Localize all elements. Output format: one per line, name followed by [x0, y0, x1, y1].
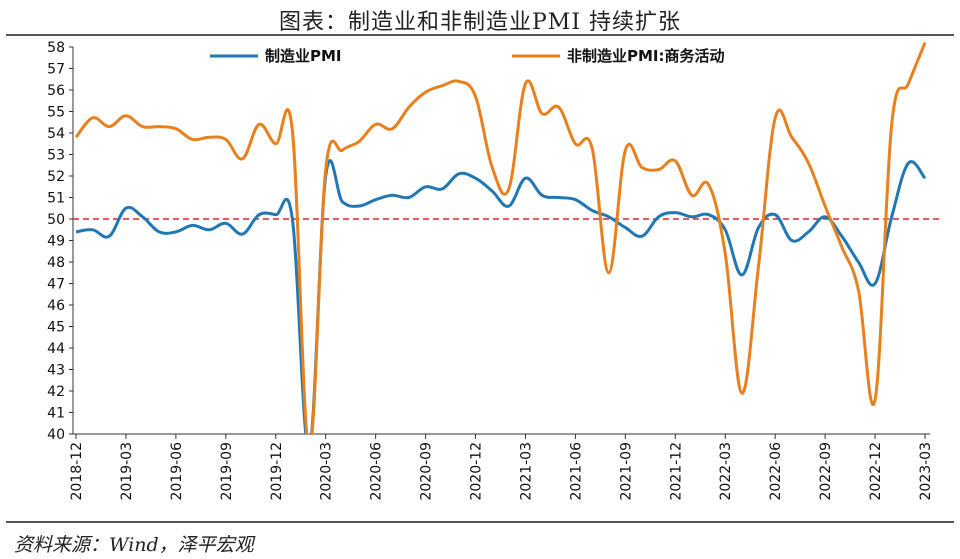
- pmi-line-chart: 40 41 42 43 44 45 46 47 48 49 50 51 52 53 54 55 56 57 58 2…: [47, 40, 942, 501]
- x-tick-label: 2020-06: [369, 442, 385, 501]
- legend: 制造业PMI 非制造业PMI:商务活动: [210, 47, 725, 65]
- bottom-rule: [6, 521, 954, 523]
- x-axis: 2018-12 2019-03 2019-06 2019-09 2019-12 2020-…: [69, 433, 934, 501]
- x-tick-label: 2022-09: [818, 442, 834, 501]
- x-tick-label: 2020-12: [469, 442, 485, 501]
- y-tick-label: 50: [47, 212, 65, 228]
- y-tick-label: 45: [47, 320, 65, 336]
- chart-title: 图表：制造业和非制造业PMI 持续扩张: [278, 10, 681, 35]
- x-tick-label: 2021-03: [518, 442, 534, 501]
- x-tick-label: 2019-06: [169, 442, 185, 501]
- x-tick-label: 2018-12: [69, 442, 85, 501]
- x-tick-label: 2020-03: [319, 442, 335, 501]
- x-tick-label: 2022-03: [718, 442, 734, 501]
- series-line-manufacturing: [75, 159, 927, 434]
- y-tick-label: 51: [47, 191, 65, 207]
- x-tick-label: 2020-09: [419, 442, 435, 501]
- y-tick-label: 47: [47, 277, 65, 293]
- y-tick-label: 46: [47, 298, 65, 314]
- x-tick-label: 2019-12: [269, 442, 285, 501]
- y-tick-label: 53: [47, 148, 65, 164]
- plot-area: [73, 42, 942, 434]
- y-tick-label: 42: [47, 384, 65, 400]
- x-tick-label: 2022-12: [868, 442, 884, 501]
- y-tick-label: 55: [47, 105, 65, 121]
- x-tick-label: 2023-03: [918, 442, 934, 501]
- legend-label-non-manufacturing: 非制造业PMI:商务活动: [567, 47, 725, 65]
- y-tick-label: 58: [47, 40, 65, 56]
- y-tick-label: 48: [47, 255, 65, 271]
- y-tick-label: 49: [47, 234, 65, 250]
- y-tick-label: 56: [47, 83, 65, 99]
- x-tick-label: 2019-09: [219, 442, 235, 501]
- series-line-non-manufacturing: [74, 42, 927, 434]
- x-tick-label: 2021-12: [668, 442, 684, 501]
- y-tick-label: 44: [47, 341, 65, 357]
- x-tick-label: 2021-09: [618, 442, 634, 501]
- source-note: 资料来源：Wind，泽平宏观: [14, 534, 254, 556]
- top-rule: [6, 34, 954, 36]
- x-tick-label: 2022-06: [768, 442, 784, 501]
- x-tick-label: 2019-03: [119, 442, 135, 501]
- y-tick-label: 57: [47, 62, 65, 78]
- y-tick-label: 54: [47, 126, 65, 142]
- y-tick-label: 40: [47, 427, 65, 443]
- x-tick-label: 2021-06: [568, 442, 584, 501]
- y-tick-label: 41: [47, 406, 65, 422]
- y-tick-label: 43: [47, 363, 65, 379]
- y-tick-label: 52: [47, 169, 65, 185]
- y-axis: 40 41 42 43 44 45 46 47 48 49 50 51 52 53 54 55 56 57 58: [47, 40, 74, 443]
- legend-label-manufacturing: 制造业PMI: [265, 47, 342, 65]
